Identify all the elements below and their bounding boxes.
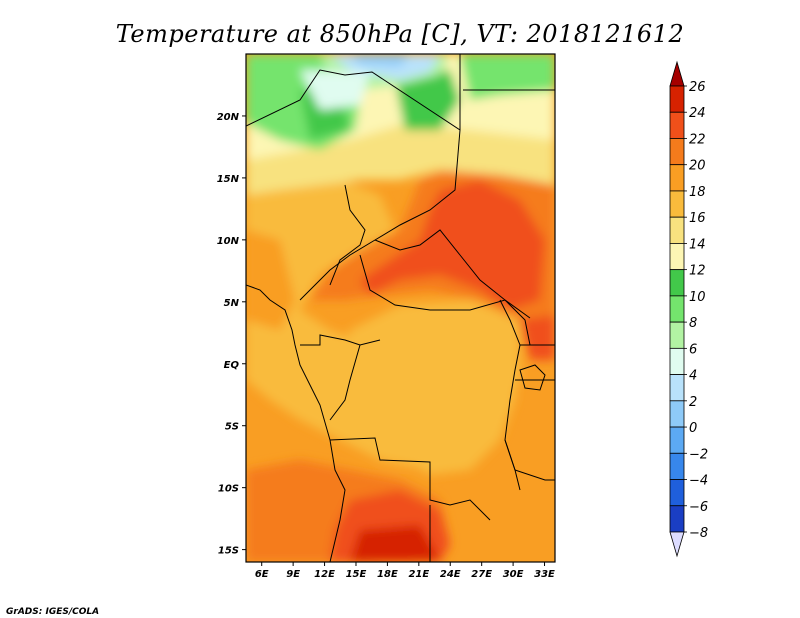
y-tick-label: 15S xyxy=(218,546,239,557)
colorbar-overflow-top xyxy=(669,60,685,87)
latitude-axis: 20N 15N 10N 5N EQ 5S 10S 15S xyxy=(217,112,246,557)
colorbar-swatch xyxy=(669,452,685,480)
field-contours xyxy=(246,54,555,562)
border-tanzania xyxy=(514,469,555,481)
grads-credit: GrADS: IGES/COLA xyxy=(6,607,99,617)
colorbar-swatch xyxy=(669,190,685,218)
colorbar-swatch xyxy=(669,111,685,139)
colorbar-swatch xyxy=(669,479,685,507)
colorbar-label: 8 xyxy=(689,316,697,331)
y-tick-label: 15N xyxy=(217,174,240,185)
x-tick-label: 6E xyxy=(255,569,269,580)
coastline-west xyxy=(246,284,331,441)
colorbar-label: 20 xyxy=(689,159,706,174)
y-tick-label: 20N xyxy=(217,112,240,123)
border-angola-west xyxy=(329,439,346,562)
colorbar-label: 10 xyxy=(689,290,706,305)
lake-tanganyika xyxy=(504,439,516,471)
band-18-20-congo xyxy=(340,300,520,475)
colorbar-swatch xyxy=(669,85,685,113)
colorbar-label: −4 xyxy=(689,474,708,489)
colorbar-swatch xyxy=(669,347,685,375)
colorbar-label: −2 xyxy=(689,447,708,462)
colorbar-label: 16 xyxy=(689,211,706,226)
x-tick-label: 33E xyxy=(534,569,555,580)
colorbar-label: 14 xyxy=(689,237,706,252)
border-sahel xyxy=(246,69,461,301)
map-frame xyxy=(245,53,556,563)
colorbar-overflow-bottom xyxy=(669,531,685,558)
x-tick-label: 9E xyxy=(286,569,300,580)
lake-victoria xyxy=(519,364,546,391)
colorbar-swatch xyxy=(669,138,685,166)
colorbar-label: 4 xyxy=(689,369,697,384)
colorbar-swatch xyxy=(669,216,685,244)
y-tick-label: EQ xyxy=(224,360,240,371)
longitude-axis: 6E 9E 12E 15E 18E 21E 24E 27E 30E 33E xyxy=(255,562,555,580)
border-lake-chad xyxy=(329,184,366,286)
x-tick-label: 27E xyxy=(471,569,492,580)
band-12-14-sahara-central xyxy=(395,70,460,130)
colorbar-label: 22 xyxy=(689,132,706,147)
y-tick-label: 10S xyxy=(218,484,239,495)
band-26-core-south xyxy=(350,525,440,562)
colorbar-swatch xyxy=(669,295,685,323)
colorbar-label: −8 xyxy=(689,526,708,541)
border-car-south xyxy=(359,254,531,346)
colorbar-swatch xyxy=(669,269,685,297)
colorbar-label: 2 xyxy=(689,395,697,410)
colorbar-label: 12 xyxy=(689,264,706,279)
x-tick-label: 12E xyxy=(314,569,335,580)
x-tick-label: 21E xyxy=(408,569,429,580)
colorbar-swatch xyxy=(669,505,685,533)
colorbar-swatch xyxy=(669,426,685,454)
border-congo-west xyxy=(329,344,361,421)
colorbar-label: −6 xyxy=(689,500,708,515)
band-24-26-east xyxy=(520,315,555,360)
colorbar-label: 18 xyxy=(689,185,706,200)
country-borders xyxy=(246,54,555,562)
band-10-12-libya xyxy=(460,54,555,100)
band-2-4-algeria xyxy=(350,54,410,66)
x-tick-label: 18E xyxy=(377,569,398,580)
x-tick-label: 30E xyxy=(503,569,524,580)
band-20-22-coast xyxy=(246,230,295,330)
map-title: Temperature at 850hPa [C], VT: 201812161… xyxy=(116,20,684,48)
colorbar-label: 26 xyxy=(689,80,706,95)
border-gabon-north xyxy=(300,334,381,346)
colorbar-swatch xyxy=(669,164,685,192)
border-car-north xyxy=(374,229,531,319)
x-tick-label: 24E xyxy=(440,569,461,580)
colorbar-swatch xyxy=(669,321,685,349)
x-tick-label: 15E xyxy=(346,569,367,580)
colorbar-label: 0 xyxy=(689,421,697,436)
band-6-8-algeria xyxy=(300,70,370,110)
colorbar-swatch xyxy=(669,400,685,428)
temperature-field xyxy=(246,54,555,562)
y-tick-label: 5N xyxy=(224,298,240,309)
border-drc-south xyxy=(329,437,491,521)
colorbar-swatch xyxy=(669,374,685,402)
colorbar-swatch xyxy=(669,243,685,271)
y-tick-label: 5S xyxy=(225,422,239,433)
y-tick-label: 10N xyxy=(217,236,240,247)
colorbar-label: 6 xyxy=(689,342,697,357)
band-22-24-cameroon xyxy=(310,285,350,300)
colorbar-label: 24 xyxy=(689,106,706,121)
